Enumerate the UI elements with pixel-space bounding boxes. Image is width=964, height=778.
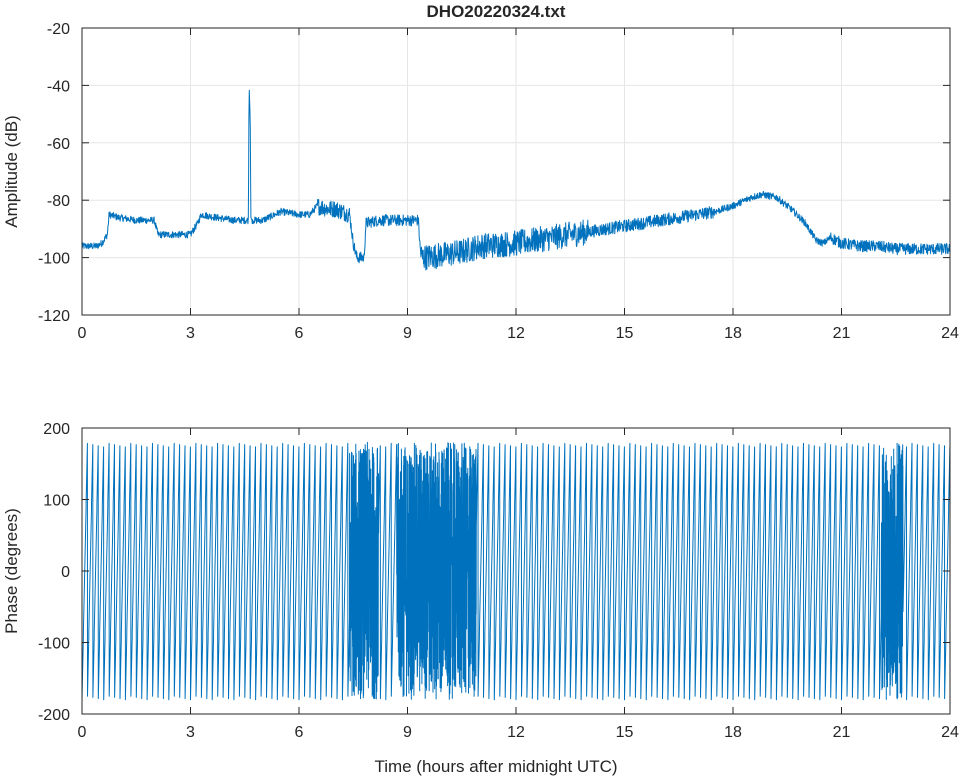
phase-y-tick-label: -200 (38, 707, 70, 724)
phase-x-axis-label: Time (hours after midnight UTC) (374, 757, 617, 776)
amplitude-y-axis-label: Amplitude (dB) (2, 115, 21, 227)
amplitude-y-tick-label: -40 (47, 78, 70, 95)
phase-plot: 0 3 6 9 12 15 18 21 24 200 100 0 -100 -200 Phase (deg… (2, 421, 959, 776)
phase-x-tick-label: 0 (78, 724, 87, 741)
amplitude-series-line (81, 89, 951, 271)
phase-ticks: 0 3 6 9 12 15 18 21 24 200 100 0 -100 -200 (38, 421, 959, 741)
amplitude-x-tick-label: 0 (78, 325, 87, 342)
amplitude-x-tick-label: 21 (833, 325, 851, 342)
amplitude-plot: DHO20220324.txt 0 3 6 9 12 15 18 21 24 -20 -40 -60 -… (2, 2, 959, 342)
phase-x-tick-label: 12 (507, 724, 525, 741)
amplitude-x-tick-label: 12 (507, 325, 525, 342)
amplitude-ticks: 0 3 6 9 12 15 18 21 24 -20 -40 -60 -80 -100 -120 (38, 21, 959, 342)
phase-y-tick-label: -100 (38, 636, 70, 653)
amplitude-x-tick-label: 9 (403, 325, 412, 342)
amplitude-x-tick-label: 6 (295, 325, 304, 342)
phase-x-tick-label: 9 (403, 724, 412, 741)
phase-y-axis-label: Phase (degrees) (2, 508, 21, 634)
phase-x-tick-label: 6 (295, 724, 304, 741)
phase-y-tick-label: 200 (43, 421, 70, 438)
amplitude-x-tick-label: 15 (616, 325, 634, 342)
phase-x-tick-label: 15 (616, 724, 634, 741)
phase-x-tick-label: 24 (941, 724, 959, 741)
amplitude-y-tick-label: -60 (47, 136, 70, 153)
amplitude-x-tick-label: 24 (941, 325, 959, 342)
phase-y-tick-label: 100 (43, 493, 70, 510)
amplitude-y-tick-label: -100 (38, 251, 70, 268)
phase-series-line (81, 441, 951, 701)
amplitude-x-tick-label: 18 (724, 325, 742, 342)
amplitude-plot-title: DHO20220324.txt (427, 2, 566, 21)
phase-x-tick-label: 18 (724, 724, 742, 741)
amplitude-y-tick-label: -80 (47, 193, 70, 210)
phase-x-tick-label: 21 (833, 724, 851, 741)
amplitude-grid (81, 27, 951, 316)
phase-y-tick-label: 0 (61, 564, 70, 581)
amplitude-y-tick-label: -20 (47, 21, 70, 38)
amplitude-x-tick-label: 3 (186, 325, 195, 342)
amplitude-y-tick-label: -120 (38, 308, 70, 325)
phase-x-tick-label: 3 (186, 724, 195, 741)
